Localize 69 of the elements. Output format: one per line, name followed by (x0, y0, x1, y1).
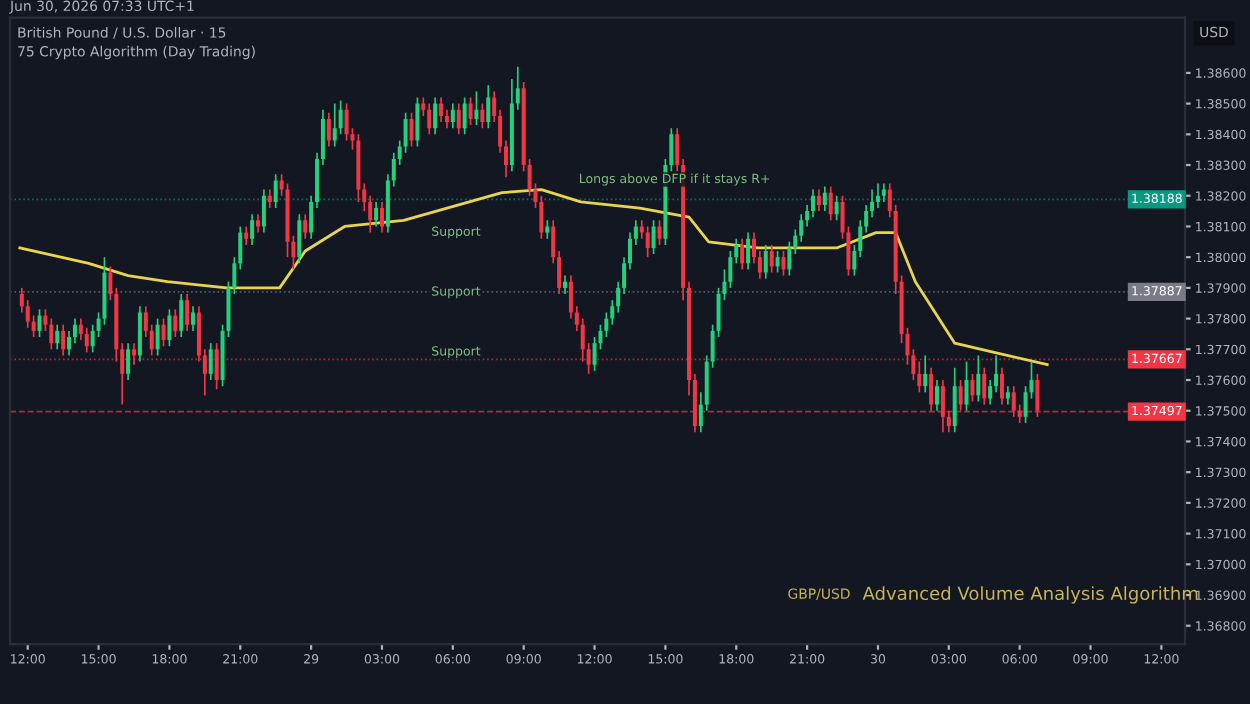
candlestick (834, 194, 839, 222)
candlestick (191, 305, 196, 332)
candlestick (303, 213, 308, 240)
candlestick (450, 102, 455, 130)
candlestick (439, 96, 444, 123)
candlestick (374, 201, 379, 228)
candlestick (486, 84, 491, 130)
candlestick (267, 188, 272, 209)
candlestick (811, 188, 816, 219)
candlestick (657, 219, 662, 246)
candlestick (964, 360, 969, 412)
candlestick (970, 373, 975, 403)
line-series (18, 188, 1049, 367)
candlestick (474, 90, 479, 126)
candlestick (1005, 385, 1010, 406)
candlestick (651, 219, 656, 255)
candlestick (875, 182, 880, 209)
candlestick (126, 342, 131, 381)
candlestick (775, 250, 780, 274)
candlestick (344, 102, 349, 142)
candlestick (250, 213, 255, 246)
candlestick (61, 323, 66, 357)
candlestick (433, 96, 438, 136)
candlestick (137, 305, 142, 363)
candlestick (982, 366, 987, 406)
candlestick (645, 225, 650, 259)
candlestick (185, 293, 190, 332)
candlestick (480, 102, 485, 130)
candlestick (208, 342, 213, 381)
candlestick (261, 188, 266, 234)
candlestick (167, 308, 172, 348)
candlestick (822, 185, 827, 212)
candlestick (161, 317, 166, 348)
candlestick (816, 188, 821, 212)
candlestick (935, 379, 940, 412)
candlestick (84, 326, 89, 354)
candlestick (976, 354, 981, 403)
candlestick (781, 250, 786, 277)
candlestick (244, 225, 249, 246)
candlestick (828, 185, 833, 222)
candlestick (545, 219, 550, 240)
candlestick (173, 308, 178, 338)
candlestick (462, 96, 467, 136)
candlestick (155, 317, 160, 357)
candlestick (427, 102, 432, 136)
candlestick (923, 354, 928, 394)
candlestick (273, 173, 278, 209)
candlestick (409, 111, 414, 148)
candlestick (297, 213, 302, 265)
candlestick (415, 96, 420, 148)
candlestick (37, 308, 42, 338)
candlestick (881, 182, 886, 203)
candlestick (255, 213, 260, 234)
candlestick (332, 102, 337, 148)
annotation: Advanced Volume Analysis Algorithm (862, 586, 1198, 604)
candlestick (179, 293, 184, 338)
candlestick (326, 111, 331, 148)
candlestick (563, 274, 568, 295)
candlestick (55, 323, 60, 351)
candlestick (999, 366, 1004, 406)
candlestick (952, 366, 957, 434)
candlestick (769, 244, 774, 274)
candlestick (379, 201, 384, 234)
candlestick (456, 102, 461, 136)
candlestick (49, 317, 54, 351)
candlestick (740, 237, 745, 271)
candlestick (763, 244, 768, 280)
candlestick (746, 231, 751, 271)
candlestick (468, 96, 473, 126)
